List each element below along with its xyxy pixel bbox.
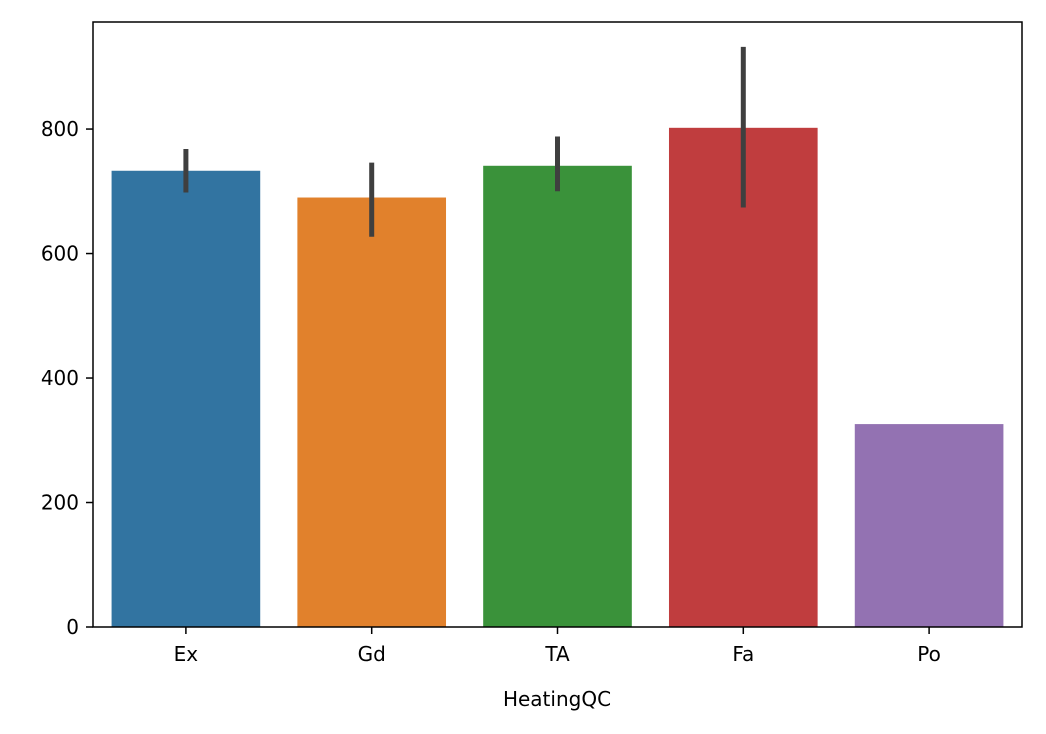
- bar-ta: [483, 165, 632, 627]
- bar-gd: [297, 197, 447, 627]
- y-tick-label-0: 0: [66, 615, 79, 639]
- x-tick-label-gd: Gd: [358, 642, 386, 666]
- y-tick-label-200: 200: [41, 491, 79, 515]
- y-axis: 0 200 400 600 800: [41, 117, 93, 639]
- error-bars-group: [183, 46, 746, 237]
- bar-fa: [668, 127, 818, 628]
- bars-group: [111, 127, 1004, 628]
- bar-po: [854, 424, 1004, 627]
- x-axis-label: HeatingQC: [503, 687, 611, 711]
- y-tick-label-600: 600: [41, 242, 79, 266]
- x-tick-label-po: Po: [917, 642, 941, 666]
- x-axis: Ex Gd TA Fa Po: [174, 627, 941, 666]
- x-tick-label-ex: Ex: [174, 642, 199, 666]
- bar-ex: [111, 170, 261, 627]
- x-tick-label-fa: Fa: [732, 642, 754, 666]
- y-tick-label-800: 800: [41, 117, 79, 141]
- y-tick-label-400: 400: [41, 366, 79, 390]
- x-tick-label-ta: TA: [544, 642, 570, 666]
